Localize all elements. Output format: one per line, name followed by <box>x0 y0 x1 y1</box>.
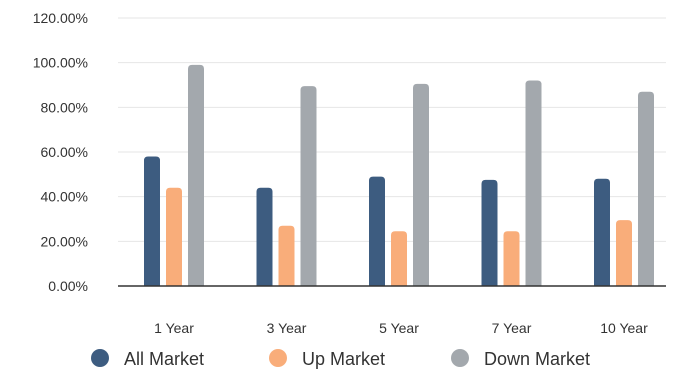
legend-label: All Market <box>124 349 204 369</box>
y-tick-label: 60.00% <box>41 144 88 160</box>
x-tick-label: 7 Year <box>492 320 532 336</box>
y-tick-label: 100.00% <box>33 55 88 71</box>
bar-all-market-1-year <box>144 156 160 286</box>
bar-all-market-7-year <box>481 179 498 286</box>
x-tick-label: 10 Year <box>600 320 648 336</box>
y-tick-label: 20.00% <box>41 233 88 249</box>
x-axis: 1 Year 3 Year 5 Year 7 Year 10 Year <box>154 320 648 336</box>
legend-item: Down Market <box>451 349 590 369</box>
bar-down-market-5-year <box>413 83 429 286</box>
bars <box>144 64 654 287</box>
bar-down-market-3-year <box>300 86 317 286</box>
bar-up-market-3-year <box>278 225 295 286</box>
legend-item: All Market <box>91 349 204 369</box>
legend-label: Up Market <box>302 349 385 369</box>
legend-swatch <box>451 349 469 367</box>
bar-up-market-10-year <box>616 220 632 286</box>
grid <box>118 17 666 242</box>
x-tick-label: 1 Year <box>154 320 194 336</box>
legend-swatch <box>91 349 109 367</box>
bar-up-market-1-year <box>166 187 182 286</box>
bar-all-market-5-year <box>369 176 385 286</box>
bar-all-market-3-year <box>256 187 273 286</box>
y-tick-label: 0.00% <box>48 278 88 294</box>
y-tick-label: 120.00% <box>33 10 88 26</box>
legend-item: Up Market <box>269 349 385 369</box>
bar-up-market-5-year <box>391 231 407 286</box>
legend-label: Down Market <box>484 349 590 369</box>
x-tick-label: 3 Year <box>267 320 307 336</box>
legend-swatch <box>269 349 287 367</box>
y-tick-label: 80.00% <box>41 99 88 115</box>
x-tick-label: 5 Year <box>379 320 419 336</box>
y-axis: 0.00% 20.00% 40.00% 60.00% 80.00% 100.00% 120.… <box>33 10 88 294</box>
bar-down-market-7-year <box>525 80 542 287</box>
bar-down-market-10-year <box>638 91 654 286</box>
legend: All Market Up Market Down Market <box>91 349 590 369</box>
bar-up-market-7-year <box>503 231 520 286</box>
y-tick-label: 40.00% <box>41 189 88 205</box>
bar-down-market-1-year <box>188 64 204 287</box>
bar-all-market-10-year <box>594 178 610 286</box>
